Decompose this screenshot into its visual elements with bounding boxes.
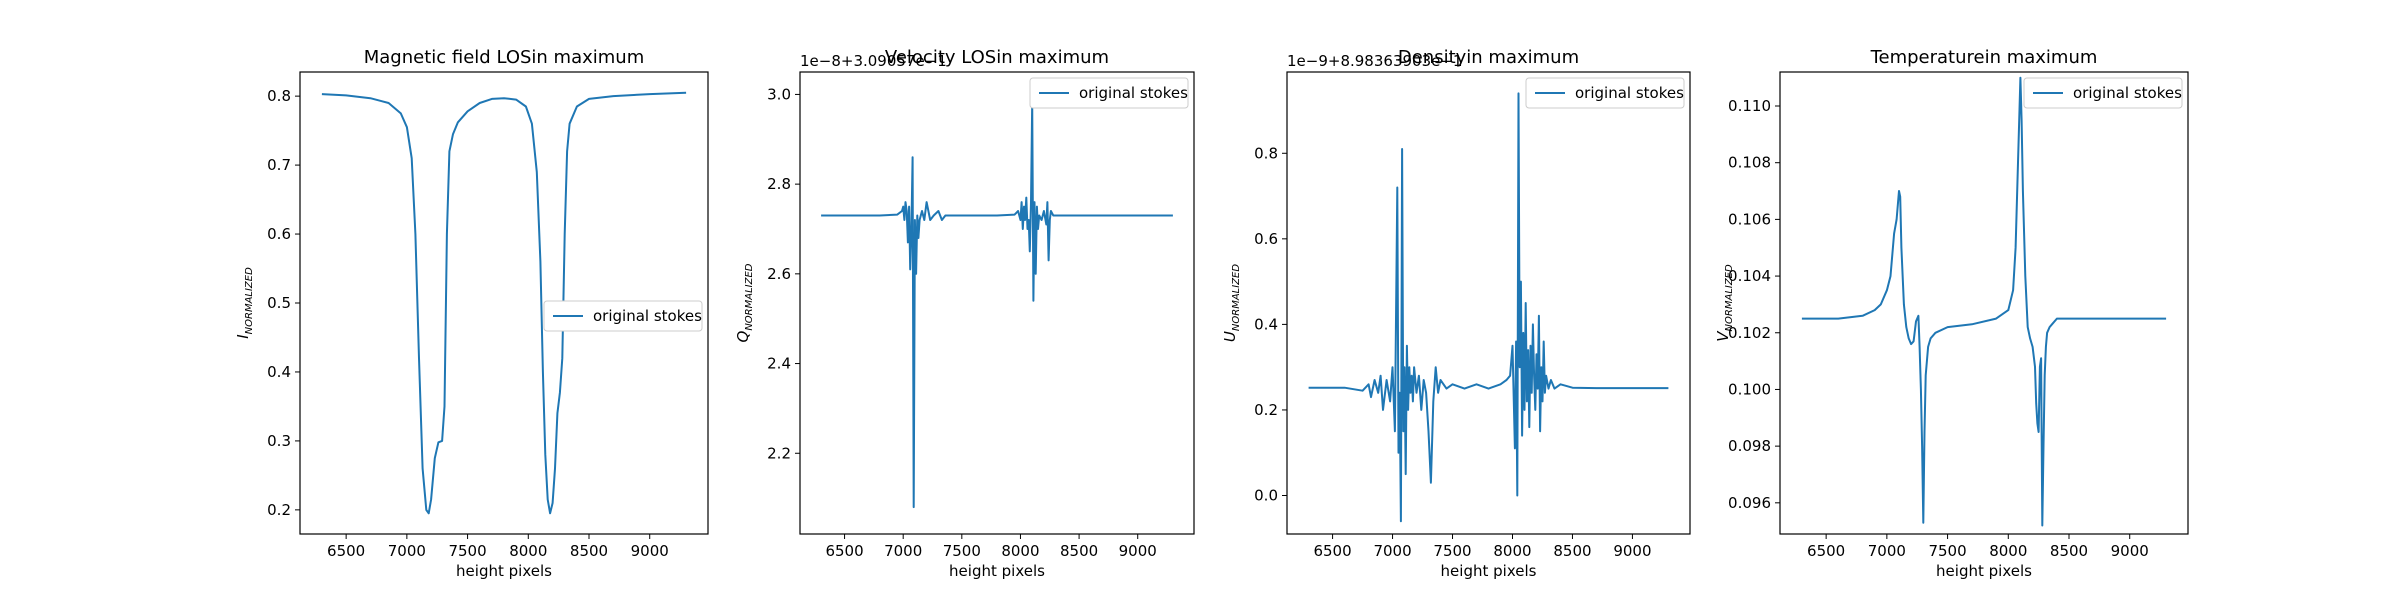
legend: original stokes <box>543 300 703 332</box>
chart-panel: 6500 7000 7500 8000 8500 9000 0.096 0.098 0.100 0… <box>1714 47 2189 580</box>
chart-title: Temperaturein maximum <box>1870 47 2098 68</box>
chart-panel: 6500 7000 7500 8000 8500 9000 2.2 2.4 2.6 2.8 3.0 V… <box>734 47 1195 580</box>
legend: original stokes <box>1029 77 1189 109</box>
plot-frame <box>1779 71 2189 535</box>
y-axis-label-main: U <box>1221 331 1239 342</box>
y-tick-label: 0.106 <box>1728 210 1771 228</box>
y-axis-label-main: I <box>234 334 252 339</box>
x-tick-label: 7500 <box>943 542 981 560</box>
x-tick-label: 8500 <box>2050 542 2088 560</box>
x-tick-label: 6500 <box>825 542 863 560</box>
legend-label: original stokes <box>1079 84 1188 102</box>
x-tick-label: 8000 <box>1989 542 2027 560</box>
chart-title: Densityin maximum <box>1398 47 1579 68</box>
y-tick-label: 0.098 <box>1728 437 1771 455</box>
y-tick-label: 0.2 <box>1254 401 1278 419</box>
y-tick-label: 0.4 <box>1254 315 1278 333</box>
y-tick-label: 0.4 <box>267 363 291 381</box>
legend: original stokes <box>1525 77 1685 109</box>
series-line <box>821 102 1173 509</box>
y-tick-label: 2.2 <box>767 444 791 462</box>
y-axis-label-subscript: NORMALIZED <box>244 267 255 334</box>
y-axis-label: UNORMALIZED <box>1221 264 1242 342</box>
x-tick-label: 9000 <box>631 542 669 560</box>
x-axis-label: height pixels <box>1936 562 2032 580</box>
series-line <box>1801 76 2167 527</box>
x-tick-label: 7500 <box>1928 542 1966 560</box>
legend-label: original stokes <box>593 307 702 325</box>
y-tick-label: 2.6 <box>767 265 791 283</box>
legend-label: original stokes <box>1575 84 1684 102</box>
legend: original stokes <box>2023 77 2183 109</box>
chart-title: Velocity LOSin maximum <box>885 47 1109 68</box>
x-tick-label: 7000 <box>1868 542 1906 560</box>
y-tick-label: 0.096 <box>1728 494 1771 512</box>
y-axis-label: VNORMALIZED <box>1714 264 1735 342</box>
chart-panel: 6500 7000 7500 8000 8500 9000 0.0 0.2 0.4 0.6 0.8 D… <box>1221 47 1691 580</box>
x-tick-label: 7500 <box>1433 542 1471 560</box>
legend-box <box>1029 77 1189 109</box>
axis-offset-text: 1e−8+3.09057e−1 <box>800 52 947 70</box>
y-tick-label: 0.8 <box>1254 144 1278 162</box>
y-tick-label: 0.7 <box>267 156 291 174</box>
y-tick-label: 0.100 <box>1728 380 1771 398</box>
x-tick-label: 8500 <box>1060 542 1098 560</box>
x-axis-label: height pixels <box>1441 562 1537 580</box>
x-axis-label: height pixels <box>949 562 1045 580</box>
y-tick-label: 0.3 <box>267 432 291 450</box>
y-tick-label: 2.8 <box>767 175 791 193</box>
legend-box <box>1525 77 1685 109</box>
legend-label: original stokes <box>2073 84 2182 102</box>
y-tick-label: 3.0 <box>767 85 791 103</box>
y-tick-label: 0.0 <box>1254 487 1278 505</box>
x-tick-label: 9000 <box>2111 542 2149 560</box>
legend-box <box>543 300 703 332</box>
y-axis-label-main: Q <box>734 330 752 342</box>
y-tick-label: 0.6 <box>267 225 291 243</box>
x-tick-label: 7000 <box>1373 542 1411 560</box>
axis-offset-text: 1e−9+8.98363903e−1 <box>1287 52 1462 70</box>
x-tick-label: 6500 <box>1807 542 1845 560</box>
x-tick-label: 8000 <box>1001 542 1039 560</box>
legend-box <box>2023 77 2183 109</box>
y-axis-label-subscript: NORMALIZED <box>1724 264 1735 331</box>
y-axis-label-subscript: NORMALIZED <box>1231 264 1242 331</box>
plot-frame <box>799 71 1195 535</box>
y-tick-label: 0.104 <box>1728 267 1771 285</box>
y-tick-label: 2.4 <box>767 355 791 373</box>
x-tick-label: 7000 <box>884 542 922 560</box>
x-tick-label: 9000 <box>1613 542 1651 560</box>
y-tick-label: 0.102 <box>1728 324 1771 342</box>
chart-panel: 6500 7000 7500 8000 8500 9000 0.2 0.3 0.4 0.5 0.6 0… <box>234 47 709 580</box>
y-axis-label: QNORMALIZED <box>734 263 755 342</box>
y-tick-label: 0.108 <box>1728 154 1771 172</box>
x-tick-label: 6500 <box>327 542 365 560</box>
y-tick-label: 0.5 <box>267 294 291 312</box>
y-axis-label-subscript: NORMALIZED <box>744 263 755 330</box>
plot-frame <box>1286 71 1691 535</box>
x-tick-label: 7500 <box>448 542 486 560</box>
y-tick-label: 0.6 <box>1254 230 1278 248</box>
x-tick-label: 8500 <box>1553 542 1591 560</box>
y-axis-label-main: V <box>1714 330 1732 342</box>
y-axis-label: INORMALIZED <box>234 267 255 339</box>
x-tick-label: 6500 <box>1313 542 1351 560</box>
x-axis-label: height pixels <box>456 562 552 580</box>
series-line <box>1308 92 1669 523</box>
y-tick-label: 0.8 <box>267 87 291 105</box>
x-tick-label: 9000 <box>1119 542 1157 560</box>
x-tick-label: 8000 <box>509 542 547 560</box>
y-tick-label: 0.2 <box>267 501 291 519</box>
x-tick-label: 8000 <box>1493 542 1531 560</box>
chart-title: Magnetic field LOSin maximum <box>364 47 645 68</box>
x-tick-label: 8500 <box>570 542 608 560</box>
y-tick-label: 0.110 <box>1728 97 1771 115</box>
x-tick-label: 7000 <box>388 542 426 560</box>
